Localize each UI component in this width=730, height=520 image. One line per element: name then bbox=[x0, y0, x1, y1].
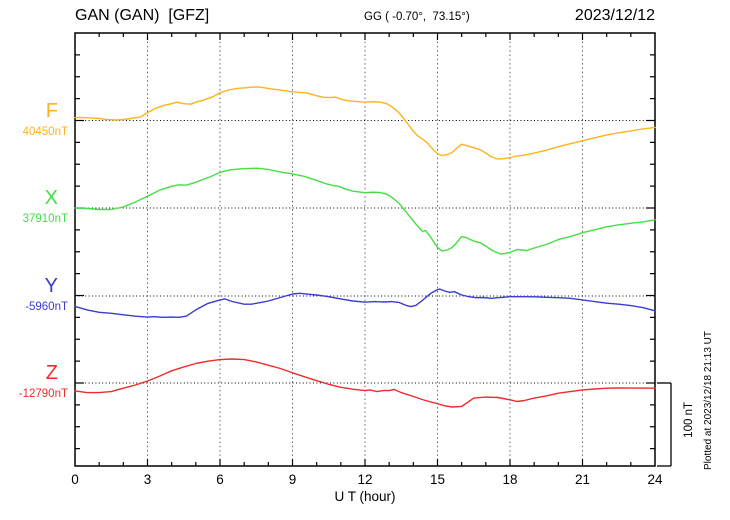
channel-letter-F: F bbox=[45, 99, 58, 122]
header-coordinates: GG ( -0.70°, 73.15°) bbox=[364, 11, 470, 23]
channel-letter-X: X bbox=[44, 187, 58, 209]
x-tick-label-24: 24 bbox=[647, 472, 663, 487]
station-title: GAN (GAN) [GFZ] bbox=[75, 7, 210, 24]
trace-Y bbox=[74, 288, 656, 318]
x-tick-label-21: 21 bbox=[574, 472, 591, 487]
trace-F bbox=[74, 86, 656, 160]
x-tick-label-12: 12 bbox=[357, 472, 373, 487]
header-date: 2023/12/12 bbox=[574, 7, 655, 24]
x-tick-label-18: 18 bbox=[502, 472, 518, 487]
x-tick-label-6: 6 bbox=[216, 472, 224, 487]
x-tick-label-0: 0 bbox=[71, 472, 79, 487]
x-tick-label-9: 9 bbox=[288, 472, 297, 487]
x-axis-title: U T (hour) bbox=[334, 489, 396, 504]
channel-baseline-value-F: 40450nT bbox=[22, 125, 68, 138]
channel-baseline-value-X: 37910nT bbox=[22, 213, 68, 225]
channel-baseline-value-Y: -5960nT bbox=[25, 301, 68, 313]
channel-letter-Z: Z bbox=[45, 362, 58, 384]
plot-timestamp-note: Plotted at 2023/12/18 21:13 UT bbox=[703, 331, 714, 470]
trace-X bbox=[74, 167, 656, 255]
x-tick-label-3: 3 bbox=[143, 472, 152, 487]
scale-bar-label: 100 nT bbox=[683, 402, 695, 438]
trace-Z bbox=[74, 358, 656, 408]
channel-letter-Y: Y bbox=[44, 275, 58, 297]
channel-baseline-value-Z: -12790nT bbox=[18, 388, 68, 400]
x-tick-label-15: 15 bbox=[429, 472, 446, 487]
